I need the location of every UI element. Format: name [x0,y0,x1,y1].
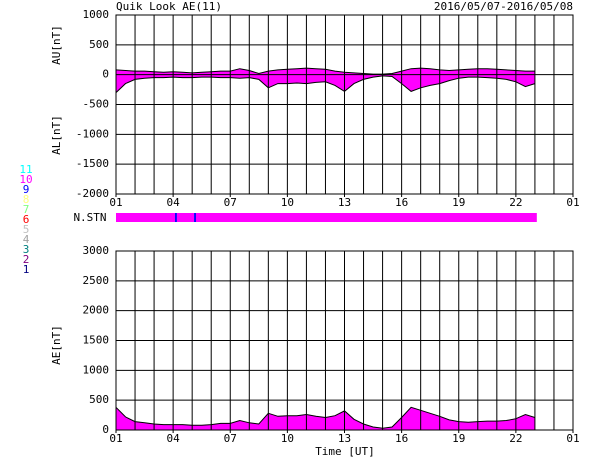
x-tick-label: 22 [509,432,522,445]
strip-label: N.STN [73,211,106,224]
y-tick-label: -1000 [76,127,109,140]
station-segment [175,213,177,222]
x-tick-label: 13 [338,432,351,445]
station-legend-label: 11 [19,163,32,176]
x-tick-label: 07 [224,432,237,445]
x-axis-label: Time [UT] [315,445,375,458]
x-tick-label: 07 [224,196,237,209]
station-legend-label: 1 [23,263,30,276]
y-tick-label: -500 [83,98,110,111]
station-segment [194,213,196,222]
station-legend-label: 5 [23,223,30,236]
station-legend-label: 8 [23,193,30,206]
x-tick-label: 01 [109,196,122,209]
plot-frame [115,14,574,195]
x-tick-label: 01 [109,432,122,445]
y-tick-label: 2000 [83,304,110,317]
station-legend-label: 9 [23,183,30,196]
y-tick-label: 0 [102,68,109,81]
x-tick-label: 04 [167,432,181,445]
chart-title: Quik Look AE(11) [116,0,222,13]
x-tick-label: 10 [281,196,294,209]
y-tick-label: 3000 [83,244,110,257]
y-axis-label: AU[nT] [50,25,63,65]
y-tick-label: 500 [89,393,109,406]
x-tick-label: 22 [509,196,522,209]
y-axis-label: AL[nT] [50,115,63,155]
station-segment [195,213,537,222]
y-tick-label: 500 [89,38,109,51]
y-tick-label: 1000 [83,363,110,376]
x-tick-label: 13 [338,196,351,209]
x-tick-label: 19 [452,432,465,445]
station-legend-label: 4 [23,233,30,246]
station-legend-label: 10 [19,173,32,186]
x-tick-label: 01 [566,196,579,209]
x-tick-label: 19 [452,196,465,209]
plot-frame [115,250,574,431]
y-tick-label: -1500 [76,157,109,170]
y-tick-label: 0 [102,423,109,436]
station-legend-label: 3 [23,243,30,256]
area-fill [116,74,535,93]
x-tick-label: 01 [566,432,579,445]
y-tick-label: -2000 [76,187,109,200]
station-legend-label: 6 [23,213,30,226]
x-tick-label: 04 [167,196,181,209]
y-axis-label: AE[nT] [50,325,63,365]
station-segment [116,213,176,222]
x-tick-label: 10 [281,432,294,445]
y-tick-label: 1000 [83,8,110,21]
station-legend-label: 7 [23,203,30,216]
y-tick-label: 1500 [83,334,110,347]
station-legend-label: 2 [23,253,30,266]
y-tick-label: 2500 [83,274,110,287]
station-segment [176,213,195,222]
x-tick-label: 16 [395,196,408,209]
chart-subtitle: 2016/05/07-2016/05/08 [434,0,573,13]
x-tick-label: 16 [395,432,408,445]
